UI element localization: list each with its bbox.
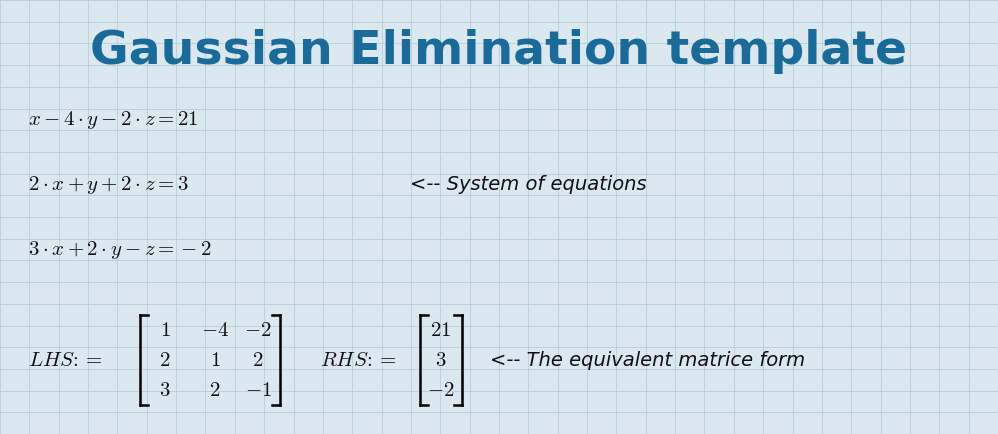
Text: $2$: $2$ [160, 350, 171, 370]
Text: <-- The equivalent matrice form: <-- The equivalent matrice form [490, 351, 805, 369]
Text: $21$: $21$ [430, 320, 451, 340]
Text: $RHS\!:=$: $RHS\!:=$ [320, 350, 396, 370]
Text: $-1$: $-1$ [245, 380, 271, 400]
Text: $2$: $2$ [210, 380, 221, 400]
Text: $-4$: $-4$ [201, 320, 230, 340]
Text: $1$: $1$ [160, 320, 171, 340]
Text: $2$: $2$ [252, 350, 263, 370]
Text: $-2$: $-2$ [245, 320, 271, 340]
Text: $-2$: $-2$ [427, 380, 455, 400]
Text: $LHS\!:=$: $LHS\!:=$ [28, 350, 103, 370]
Text: $3$: $3$ [160, 380, 171, 400]
Text: $1$: $1$ [210, 350, 221, 370]
Text: $x-4\cdot y-2\cdot z=21$: $x-4\cdot y-2\cdot z=21$ [28, 109, 199, 131]
Text: $2\cdot x+y+2\cdot z=3$: $2\cdot x+y+2\cdot z=3$ [28, 174, 189, 196]
Text: Gaussian Elimination template: Gaussian Elimination template [91, 30, 907, 75]
Text: <-- System of equations: <-- System of equations [410, 175, 647, 194]
Text: $3\cdot x+2\cdot y-z=-2$: $3\cdot x+2\cdot y-z=-2$ [28, 239, 213, 261]
Text: $3$: $3$ [435, 350, 447, 370]
